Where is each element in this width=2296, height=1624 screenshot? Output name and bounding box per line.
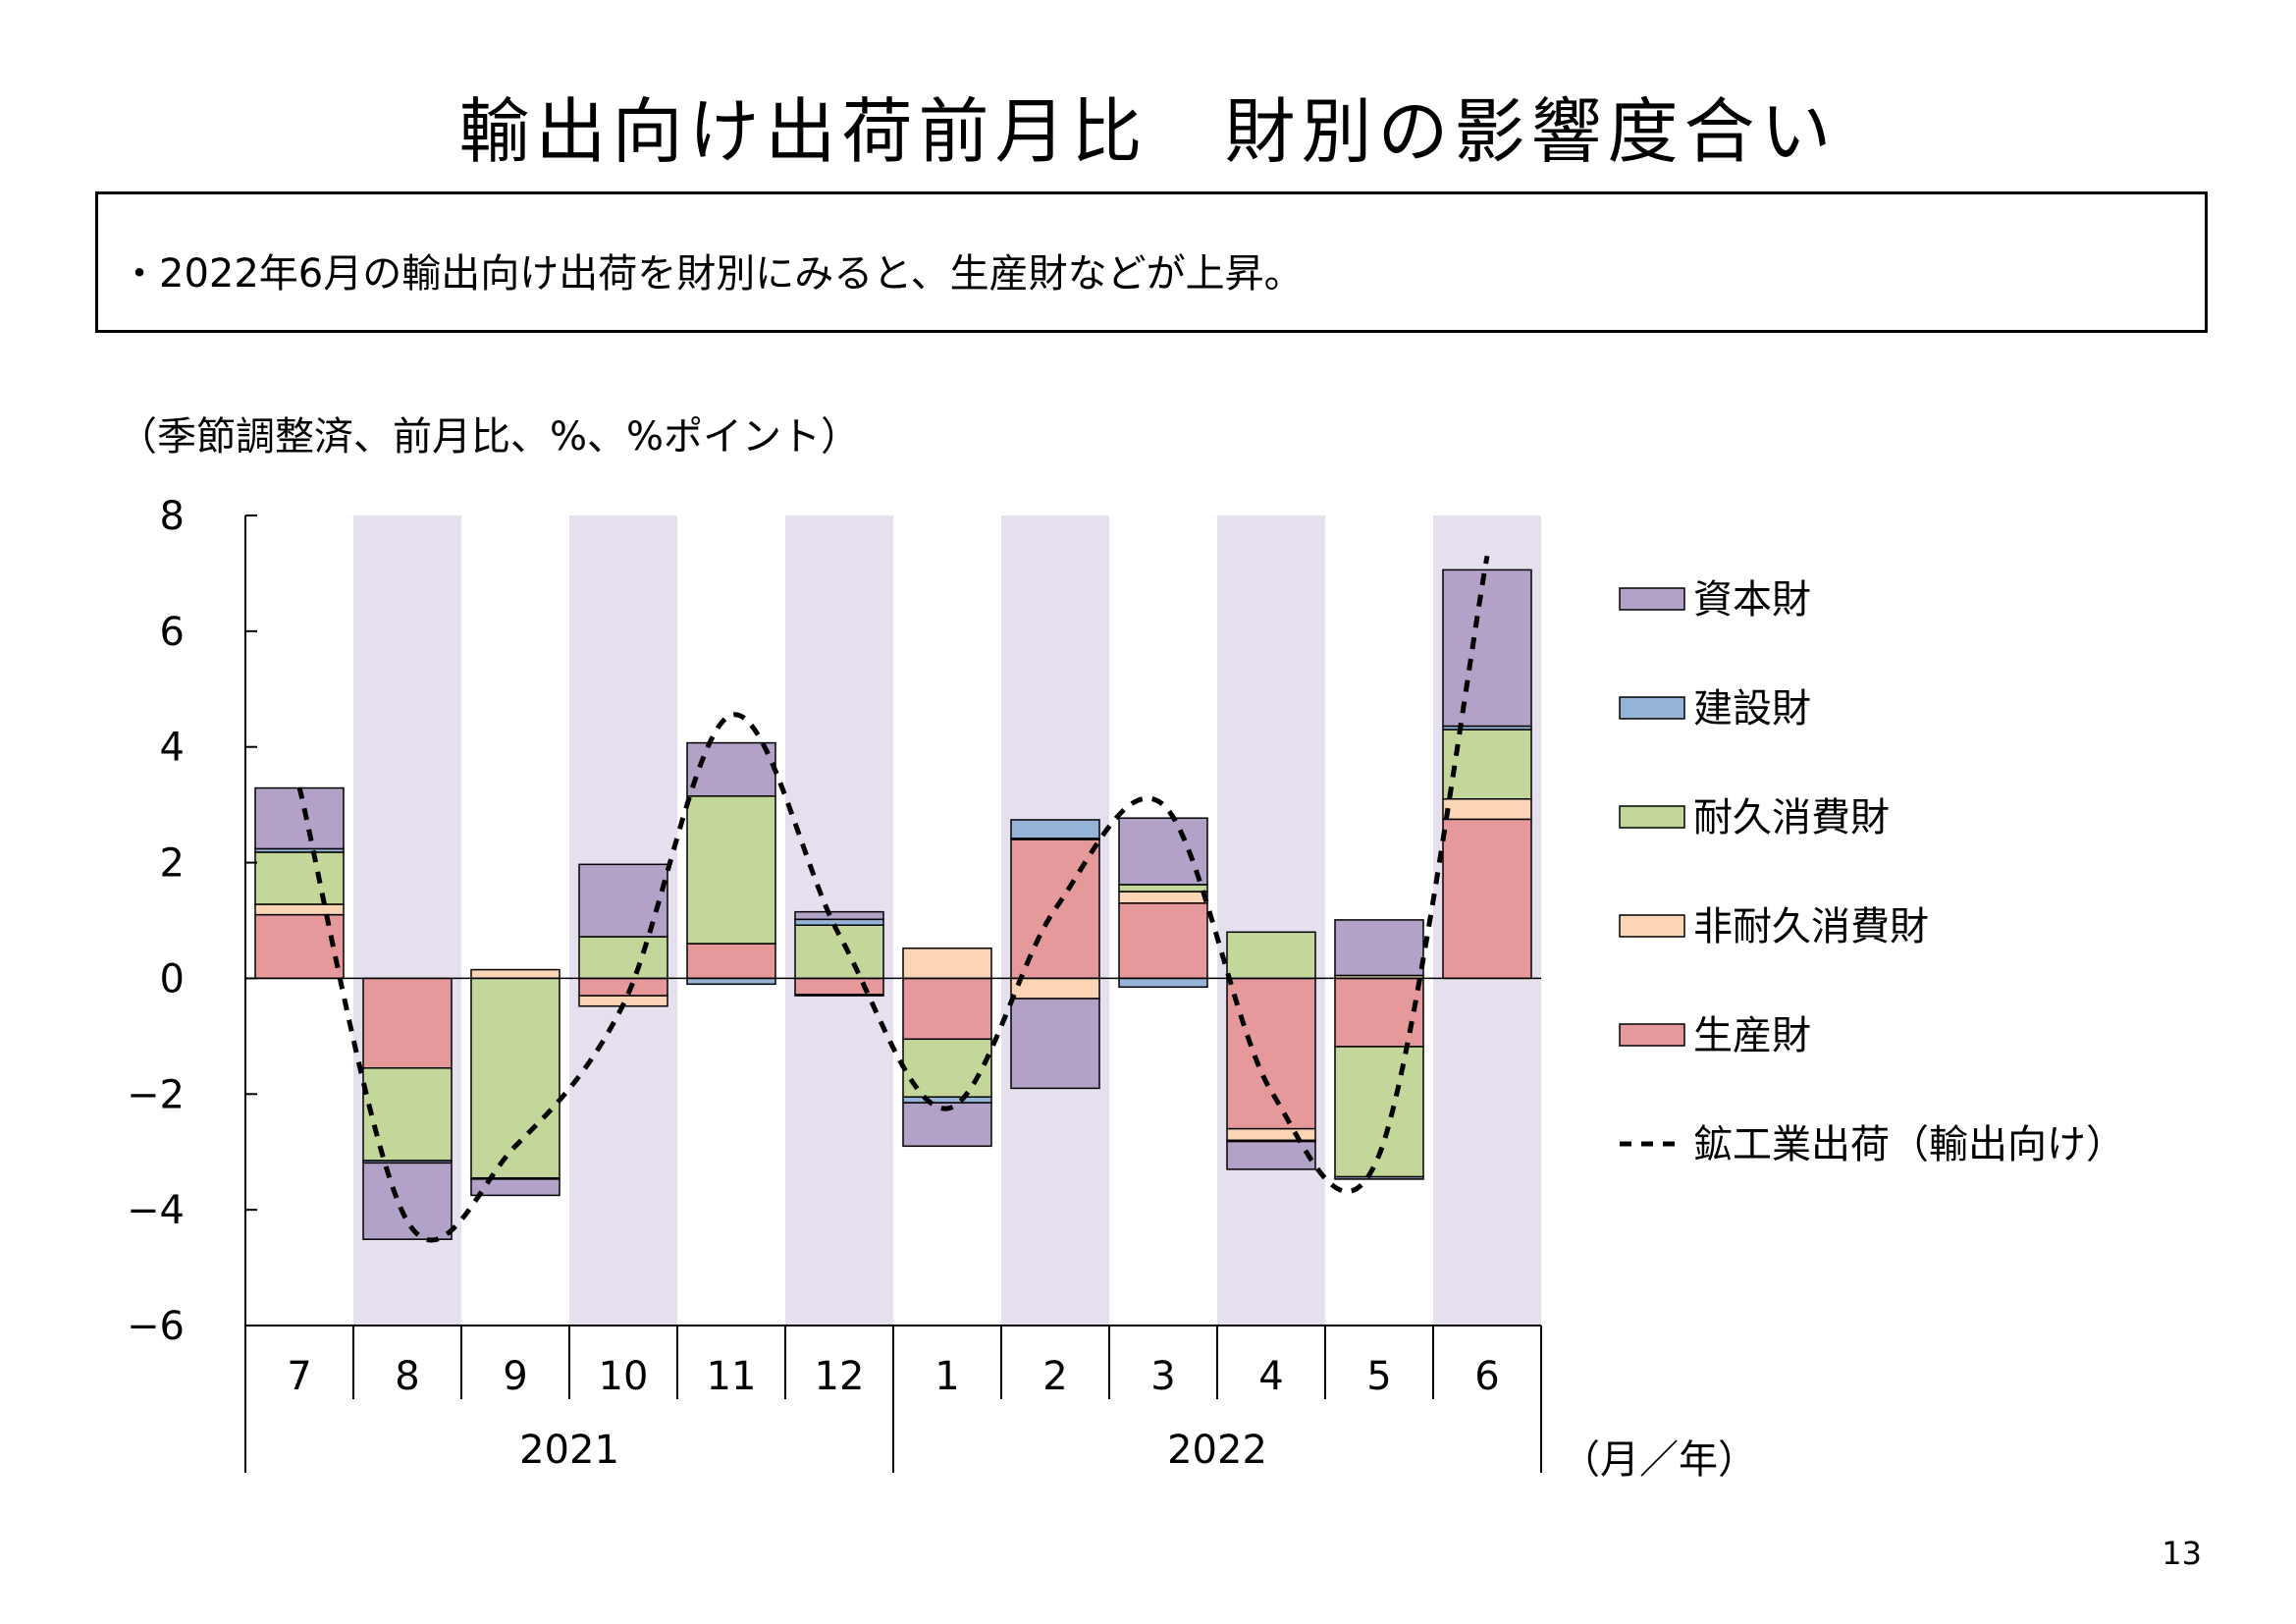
bar-segment (902, 1102, 992, 1148)
y-tick-label: 4 (160, 726, 185, 771)
y-tick-label: 6 (160, 610, 185, 655)
x-tick-label: 10 (599, 1354, 649, 1399)
x-tick-label: 3 (1150, 1354, 1175, 1399)
bar-segment (1118, 884, 1208, 893)
x-tick-label: 5 (1366, 1354, 1391, 1399)
bar-segment (1226, 1127, 1316, 1142)
y-tick-label: −6 (127, 1304, 185, 1349)
bar-segment (362, 1162, 453, 1240)
bar-segment (902, 1096, 992, 1104)
bar-segment (1226, 1140, 1316, 1170)
bar-segment (1010, 819, 1100, 839)
bar-segment (254, 851, 345, 905)
bar-segment (1118, 891, 1208, 904)
bar-segment (902, 947, 992, 980)
bar-segment (1010, 998, 1100, 1090)
x-unit-label: （月／年） (1561, 1437, 1757, 1483)
bar-segment (686, 795, 776, 945)
bar-segment (1010, 977, 1100, 1000)
bar-segment (1226, 977, 1316, 1130)
summary-box: ・2022年6月の輸出向け出荷を財別にみると、生産財などが上昇。 (95, 191, 2208, 333)
bar-segment (1118, 817, 1208, 886)
bar-segment (686, 943, 776, 980)
shade-column (1217, 515, 1325, 1326)
bar-segment (1226, 931, 1316, 980)
y-tick-label: 2 (160, 841, 185, 887)
bar-segment (1442, 729, 1532, 800)
bar-segment (362, 977, 453, 1069)
bar-segment (1442, 818, 1532, 980)
y-tick-label: 8 (160, 494, 185, 539)
legend-label: 資本財 (1693, 577, 1811, 623)
bar-segment (686, 741, 776, 797)
x-tick-label: 8 (395, 1354, 419, 1399)
x-tick-label: 2 (1042, 1354, 1067, 1399)
legend-label: 非耐久消費財 (1693, 904, 1929, 949)
y-tick-label: 0 (160, 956, 185, 1001)
bar-segment (794, 910, 884, 921)
legend-label: 鉱工業出荷（輸出向け） (1693, 1122, 2125, 1167)
bar-segment (794, 977, 884, 996)
bar-segment (254, 903, 345, 916)
legend-swatch (1619, 1023, 1685, 1047)
bar-segment (254, 786, 345, 850)
y-tick-label: −2 (127, 1072, 185, 1117)
bar-segment (1118, 977, 1208, 989)
bar-segment (794, 918, 884, 926)
x-tick-label: 4 (1258, 1354, 1283, 1399)
year-label: 2021 (519, 1428, 619, 1473)
bar-segment (1334, 977, 1424, 1048)
x-tick-label: 12 (815, 1354, 865, 1399)
bar-segment (470, 968, 561, 980)
legend-label: 建設財 (1693, 686, 1811, 731)
page-title: 輸出向け出荷前月比 財別の影響度合い (458, 90, 1838, 173)
bar-segment (1442, 568, 1532, 728)
total-line (296, 555, 1490, 1243)
bar-segment (1334, 1175, 1424, 1180)
bar-segment (686, 977, 776, 986)
year-label: 2022 (1167, 1428, 1267, 1473)
bar-segment (794, 994, 884, 997)
legend-swatch (1619, 587, 1685, 611)
x-tick-label: 1 (934, 1354, 959, 1399)
page-number: 13 (2162, 1535, 2202, 1572)
line-layer (296, 555, 1490, 1243)
bar-segment (1334, 919, 1424, 977)
bar-segment (578, 977, 668, 997)
bar-segment (1442, 798, 1532, 821)
legend-swatch (1619, 805, 1685, 829)
legend-label: 耐久消費財 (1693, 795, 1890, 840)
bar-segment (1118, 902, 1208, 980)
summary-text: ・2022年6月の輸出向け出荷を財別にみると、生産財などが上昇。 (120, 251, 1304, 297)
x-tick-label: 6 (1474, 1354, 1499, 1399)
bar-segment (902, 977, 992, 1041)
x-tick-label: 7 (287, 1354, 311, 1399)
x-tick-label: 9 (503, 1354, 527, 1399)
bar-layer (254, 568, 1532, 1240)
legend-label: 生産財 (1693, 1013, 1811, 1058)
legend-swatch (1619, 914, 1685, 938)
bar-segment (578, 936, 668, 980)
unit-note: （季節調整済、前月比、%、%ポイント） (118, 414, 861, 460)
legend-swatch (1619, 696, 1685, 720)
bar-segment (362, 1067, 453, 1162)
x-tick-label: 11 (707, 1354, 757, 1399)
bar-segment (1010, 839, 1100, 980)
y-tick-label: −4 (127, 1188, 185, 1233)
bar-segment (470, 1178, 561, 1197)
